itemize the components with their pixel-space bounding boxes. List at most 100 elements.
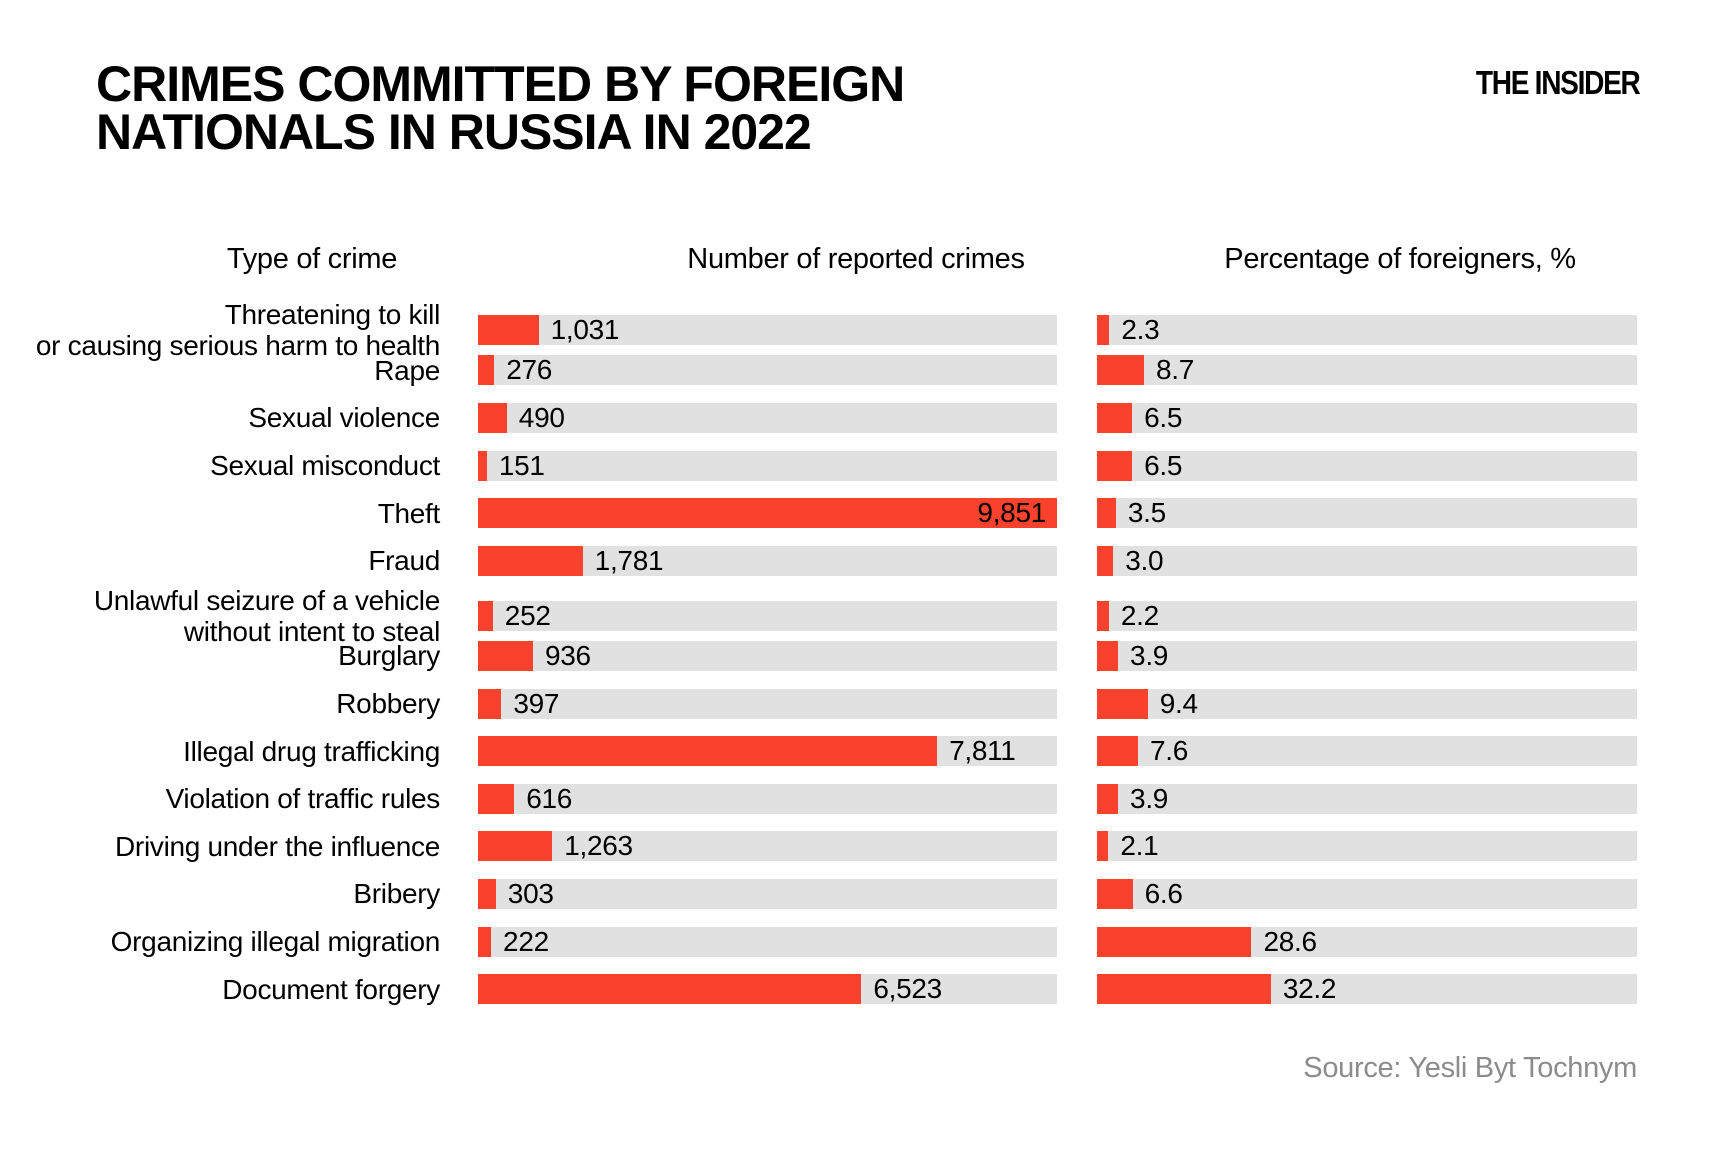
percent-bar-fill xyxy=(1097,600,1109,631)
number-value-label: 1,781 xyxy=(594,544,664,576)
number-bar-fill xyxy=(478,545,583,576)
chart-row: Burglary 936 3.9 xyxy=(0,632,1637,680)
chart-title: CRIMES COMMITTED BY FOREIGN NATIONALS IN… xyxy=(96,56,905,160)
percent-value-label: 32.2 xyxy=(1282,973,1337,1005)
number-bar-fill xyxy=(478,688,502,719)
number-bar-fill xyxy=(478,783,515,814)
percent-value-label: 3.9 xyxy=(1130,639,1169,671)
chart-row: Driving under the influence 1,263 2.1 xyxy=(0,823,1637,871)
number-value-label: 397 xyxy=(513,687,560,719)
crime-label: Sexual violence xyxy=(248,402,440,434)
number-bar-fill xyxy=(478,600,493,631)
number-value-label: 616 xyxy=(526,782,573,814)
percent-bar-track: 2.2 xyxy=(1097,599,1637,631)
number-value-label: 151 xyxy=(498,449,545,481)
number-bar-track: 252 xyxy=(478,599,1057,631)
number-bar-fill xyxy=(478,355,495,386)
chart-row: Bribery 303 6.6 xyxy=(0,870,1637,918)
percent-bar-track: 6.5 xyxy=(1097,401,1637,433)
crime-label: Driving under the influence xyxy=(115,830,440,862)
percent-value-label: 2.1 xyxy=(1120,830,1159,862)
number-bar-track: 616 xyxy=(478,782,1057,814)
number-bar-fill xyxy=(478,315,539,345)
source-credit: Source: Yesli Byt Tochnym xyxy=(1303,1052,1637,1084)
crime-label: Robbery xyxy=(336,688,440,720)
crime-label: Fraud xyxy=(368,545,440,577)
percent-value-label: 6.5 xyxy=(1144,401,1183,433)
percent-value-label: 28.6 xyxy=(1263,925,1317,957)
percent-bar-track: 6.5 xyxy=(1097,450,1637,481)
column-header-type-of-crime: Type of crime xyxy=(226,243,398,275)
number-value-label: 936 xyxy=(545,639,591,671)
number-bar-track: 1,781 xyxy=(478,544,1057,576)
percent-bar-fill xyxy=(1097,736,1139,767)
percent-bar-track: 3.9 xyxy=(1097,639,1637,671)
number-bar-fill xyxy=(478,402,507,433)
chart-row: Document forgery 6,523 32.2 xyxy=(0,965,1637,1013)
number-bar-track: 151 xyxy=(478,449,1057,481)
percent-value-label: 2.3 xyxy=(1121,314,1160,345)
number-value-label: 303 xyxy=(507,877,554,909)
column-header-number-of-crimes: Number of reported crimes xyxy=(687,243,1025,275)
percent-bar-fill xyxy=(1097,402,1133,433)
number-value-label: 1,031 xyxy=(550,314,620,345)
crime-label: Threatening to kill or causing serious h… xyxy=(35,299,440,361)
chart-row: Rape 276 8.7 xyxy=(0,347,1637,395)
percent-bar-track: 3.0 xyxy=(1097,544,1637,576)
chart-row: Theft 9,851 3.5 xyxy=(0,489,1637,537)
column-header-percentage: Percentage of foreigners, % xyxy=(1224,243,1576,275)
crime-label: Bribery xyxy=(353,878,440,910)
chart-row: Robbery 397 9.4 xyxy=(0,680,1637,728)
chart-row: Organizing illegal migration 222 28.6 xyxy=(0,918,1637,966)
crime-label: Unlawful seizure of a vehicle without in… xyxy=(93,584,440,647)
number-bar-fill xyxy=(478,878,496,909)
percent-bar-track: 2.1 xyxy=(1097,830,1637,862)
percent-bar-track: 6.6 xyxy=(1097,877,1637,909)
percent-value-label: 2.2 xyxy=(1120,599,1159,631)
number-value-label: 276 xyxy=(506,354,553,386)
number-value-label: 6,523 xyxy=(873,973,942,1005)
number-value-label: 490 xyxy=(518,401,565,433)
chart-row: Violation of traffic rules 616 3.9 xyxy=(0,775,1637,823)
percent-value-label: 7.6 xyxy=(1150,735,1189,767)
percent-value-label: 3.0 xyxy=(1125,544,1164,576)
number-bar-fill xyxy=(478,498,1057,529)
number-bar-fill xyxy=(478,926,492,957)
percent-value-label: 3.5 xyxy=(1127,497,1166,529)
percent-bar-fill xyxy=(1097,545,1114,576)
percent-value-label: 6.6 xyxy=(1144,877,1183,909)
percent-value-label: 9.4 xyxy=(1159,687,1198,719)
chart-row: Threatening to kill or causing serious h… xyxy=(0,299,1637,361)
crime-label: Illegal drug trafficking xyxy=(183,735,440,767)
number-bar-track: 1,031 xyxy=(478,315,1057,345)
number-bar-track: 9,851 xyxy=(478,498,1057,529)
number-bar-track: 490 xyxy=(478,401,1057,433)
number-bar-fill xyxy=(478,736,938,767)
percent-bar-fill xyxy=(1097,355,1144,386)
crime-label: Burglary xyxy=(338,640,440,672)
number-bar-fill xyxy=(478,640,533,671)
percent-bar-track: 8.7 xyxy=(1097,355,1637,386)
number-value-label: 1,263 xyxy=(564,830,633,862)
percent-bar-track: 3.5 xyxy=(1097,497,1637,529)
number-bar-fill xyxy=(478,974,862,1005)
percent-bar-fill xyxy=(1097,926,1252,957)
number-bar-track: 6,523 xyxy=(478,973,1057,1005)
number-value-label: 252 xyxy=(504,599,551,631)
bar-chart: Threatening to kill or causing serious h… xyxy=(0,299,1637,1013)
percent-bar-fill xyxy=(1097,974,1271,1005)
number-bar-track: 7,811 xyxy=(478,736,1057,767)
percent-bar-track: 7.6 xyxy=(1097,735,1637,767)
chart-row: Illegal drug trafficking 7,811 7.6 xyxy=(0,727,1637,775)
chart-row: Sexual misconduct 151 6.5 xyxy=(0,442,1637,490)
percent-bar-track: 3.9 xyxy=(1097,783,1637,814)
crime-label: Violation of traffic rules xyxy=(165,783,441,815)
percent-bar-fill xyxy=(1097,498,1116,529)
percent-bar-fill xyxy=(1097,640,1119,671)
percent-bar-track: 28.6 xyxy=(1097,925,1637,957)
percent-bar-fill xyxy=(1097,688,1148,719)
percent-bar-track: 32.2 xyxy=(1097,973,1637,1005)
percent-bar-fill xyxy=(1097,878,1133,909)
percent-bar-track: 9.4 xyxy=(1097,687,1637,719)
